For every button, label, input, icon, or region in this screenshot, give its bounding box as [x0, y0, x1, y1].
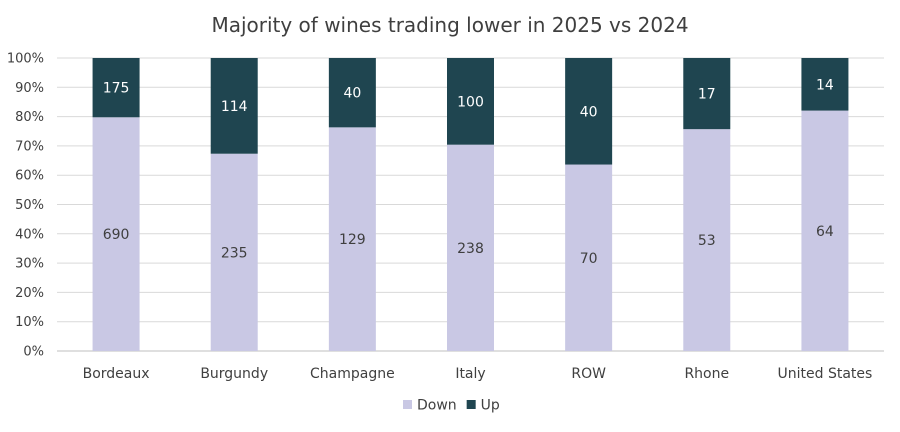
bar-segment-up	[92, 58, 140, 118]
y-tick-label: 0%	[23, 345, 44, 360]
y-tick-label: 100%	[7, 52, 44, 67]
data-label: 129	[339, 232, 366, 248]
x-tick-label: Champagne	[310, 366, 395, 382]
data-label: 175	[103, 81, 130, 97]
legend: Down Up	[403, 398, 500, 414]
data-label: 690	[103, 227, 130, 243]
y-tick-label: 40%	[15, 227, 44, 242]
x-axis: Bordeaux Burgundy Champagne Italy ROW Rhone Un…	[83, 366, 873, 382]
y-tick-label: 50%	[15, 198, 44, 213]
data-label: 64	[816, 224, 834, 240]
y-tick-label: 20%	[15, 286, 44, 301]
x-tick-label: United States	[778, 366, 873, 382]
legend-label-up: Up	[481, 398, 500, 414]
x-tick-label: Italy	[455, 366, 485, 382]
legend-label-down: Down	[417, 398, 457, 414]
y-tick-label: 70%	[15, 139, 44, 154]
bar-segment-up	[565, 58, 613, 165]
data-label: 40	[580, 104, 598, 120]
bar-segment-up	[447, 58, 494, 145]
data-label: 235	[221, 245, 248, 261]
x-tick-label: Burgundy	[200, 366, 268, 382]
x-tick-label: Rhone	[684, 366, 729, 382]
x-tick-label: Bordeaux	[83, 366, 150, 382]
data-label: 53	[698, 233, 716, 249]
legend-swatch-down	[403, 400, 412, 409]
data-label: 40	[343, 86, 361, 102]
data-label: 100	[457, 94, 484, 110]
data-label: 238	[457, 241, 484, 257]
y-tick-label: 80%	[15, 110, 44, 125]
bar-segment-down	[92, 117, 140, 351]
y-tick-label: 30%	[15, 257, 44, 272]
bar-segment-up	[801, 58, 849, 111]
bar-segment-up	[328, 58, 376, 128]
bar-segment-down	[565, 164, 613, 351]
data-label: 114	[221, 99, 248, 115]
y-tick-label: 10%	[15, 315, 44, 330]
x-tick-label: ROW	[571, 366, 606, 382]
bar-segment-up	[210, 58, 258, 154]
y-axis: 0% 10% 20% 30% 40% 50% 60% 70% 80% 90% 100%	[7, 52, 44, 360]
bar-segment-down	[210, 153, 258, 351]
bars: 690 175 235 114 129 40 238 100 70 40 53 17 64 14	[92, 58, 849, 351]
data-label: 70	[580, 251, 598, 267]
y-tick-label: 90%	[15, 81, 44, 96]
bar-segment-down	[447, 144, 494, 351]
bar-segment-up	[683, 58, 731, 130]
bar-segment-down	[328, 127, 376, 351]
legend-swatch-up	[466, 400, 476, 409]
bar-segment-down	[801, 110, 849, 351]
y-tick-label: 60%	[15, 169, 44, 184]
chart-title: Majority of wines trading lower in 2025 …	[211, 13, 688, 37]
data-label: 14	[816, 77, 834, 93]
bar-segment-down	[683, 129, 731, 351]
data-label: 17	[698, 87, 716, 103]
